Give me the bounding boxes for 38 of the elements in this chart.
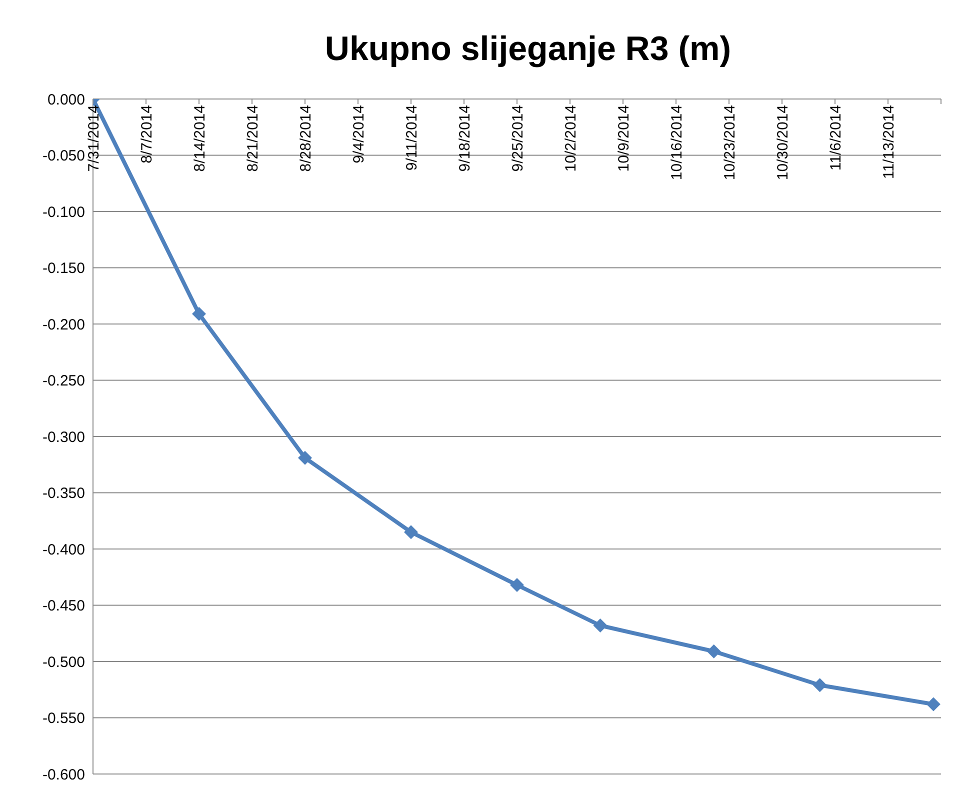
y-tick-label: -0.050 [42,148,85,165]
x-tick-label: 10/2/2014 [562,105,580,172]
point [510,578,524,592]
y-tick-label: -0.600 [42,766,85,784]
y-tick-label: -0.350 [42,485,85,502]
x-tick-label: 9/4/2014 [350,105,368,164]
y-tick-label: -0.250 [42,372,85,390]
x-tick-label: 11/13/2014 [880,105,898,179]
x-tick-label: 10/23/2014 [721,105,738,180]
x-tick-label: 10/9/2014 [615,105,632,172]
y-tick-label: 0.000 [47,91,85,108]
y-tick-label: -0.150 [42,260,85,278]
point [404,525,418,540]
point [706,644,721,658]
x-tick-label: 11/6/2014 [827,105,844,171]
point [593,618,608,632]
x-tick-label: 10/30/2014 [774,105,792,180]
y-tick-label: -0.450 [42,598,85,615]
x-tick-label: 8/14/2014 [191,105,208,172]
y-tick-label: -0.200 [42,316,85,334]
chart-title: Ukupno slijeganje R3 (m) [324,30,732,69]
x-tick-label: 8/21/2014 [244,105,262,172]
y-tick-label: -0.300 [42,428,85,446]
x-tick-label: 7/31/2014 [85,105,102,172]
x-tick-label: 10/16/2014 [668,105,686,180]
x-tick-label: 8/7/2014 [138,105,156,164]
x-tick-label: 9/25/2014 [509,105,526,172]
point [812,678,827,692]
y-tick-label: -0.100 [42,204,85,221]
x-tick-label: 8/28/2014 [297,105,314,172]
point [298,450,312,465]
x-tick-label: 9/11/2014 [403,105,420,171]
y-tick-label: -0.550 [42,710,85,728]
y-tick-label: -0.500 [42,654,85,671]
x-tick-label: 9/18/2014 [456,105,474,172]
point [926,697,940,712]
y-tick-label: -0.400 [42,541,85,558]
point [192,306,206,321]
